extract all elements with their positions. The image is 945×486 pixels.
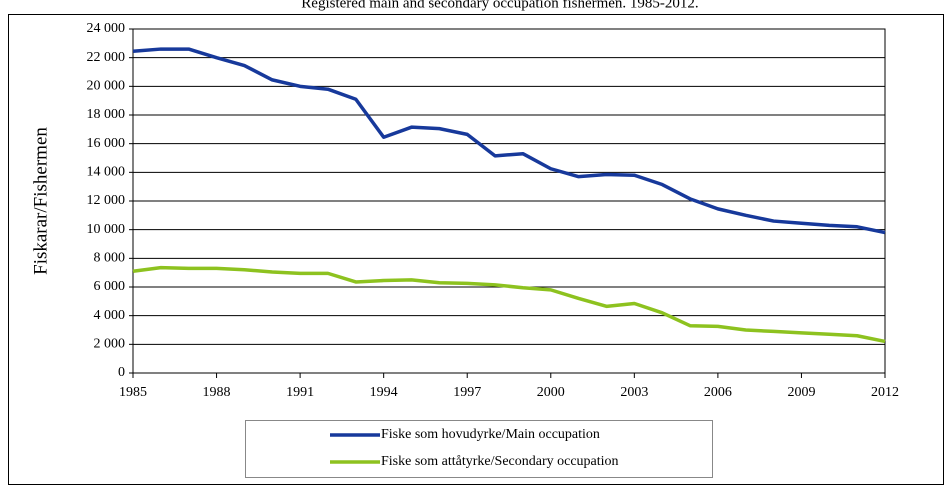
x-tick-label: 2000 — [537, 385, 565, 400]
x-tick-label: 1994 — [370, 385, 398, 400]
y-tick-label: 14 000 — [87, 165, 126, 180]
y-tick-label: 2 000 — [94, 337, 126, 352]
x-tick-label: 2009 — [787, 385, 815, 400]
legend-label: Fiske som hovudyrke/Main occupation — [381, 427, 600, 442]
chart-title: Registered main and secondary occupation… — [301, 0, 698, 11]
y-tick-label: 16 000 — [87, 136, 126, 151]
y-tick-label: 10 000 — [87, 222, 126, 237]
chart-frame — [8, 14, 944, 485]
x-tick-label: 1988 — [203, 385, 231, 400]
y-tick-label: 0 — [118, 365, 125, 380]
y-tick-label: 4 000 — [94, 308, 126, 323]
y-tick-label: 8 000 — [94, 251, 126, 266]
series-line — [132, 47, 886, 235]
x-tick-label: 2003 — [620, 385, 648, 400]
x-tick-label: 1985 — [119, 385, 147, 400]
x-tick-label: 1991 — [286, 385, 314, 400]
y-tick-label: 22 000 — [87, 50, 126, 65]
x-tick-label: 2012 — [871, 385, 899, 400]
x-tick-label: 2006 — [704, 385, 732, 400]
y-axis-label: Fiskarar/Fishermen — [30, 127, 51, 275]
series-line — [132, 265, 886, 344]
y-tick-label: 24 000 — [87, 21, 126, 36]
x-tick-label: 1997 — [453, 385, 481, 400]
legend-box — [245, 420, 713, 478]
y-tick-label: 12 000 — [87, 193, 126, 208]
y-tick-label: 20 000 — [87, 79, 126, 94]
y-tick-label: 18 000 — [87, 107, 126, 122]
plot-frame — [132, 28, 886, 374]
legend-label: Fiske som attåtyrke/Secondary occupation — [381, 454, 619, 469]
y-tick-label: 6 000 — [94, 279, 126, 294]
